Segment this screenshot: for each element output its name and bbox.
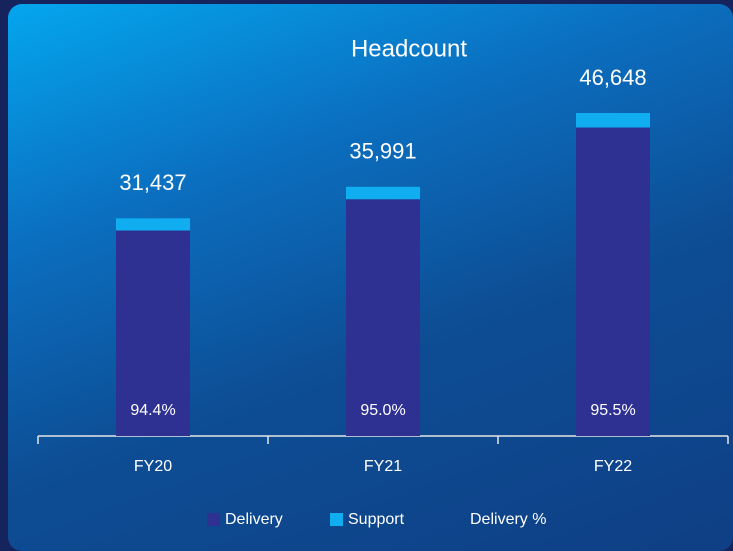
value-label: 95.5% bbox=[590, 402, 635, 419]
value-label: 95.0% bbox=[360, 402, 405, 419]
bar-segment bbox=[576, 113, 650, 128]
chart-panel: Headcount FY20 31,437 94.4% FY21 35,991 95.0%… bbox=[8, 4, 733, 551]
bar-segment bbox=[346, 199, 420, 436]
total-label: 31,437 bbox=[119, 170, 186, 195]
bar-segment bbox=[346, 186, 420, 200]
x-tick-label: FY22 bbox=[594, 458, 632, 475]
legend-label: Delivery % bbox=[470, 511, 546, 528]
legend-label: Delivery bbox=[225, 511, 283, 528]
x-tick-label: FY20 bbox=[134, 458, 172, 475]
total-label: 35,991 bbox=[349, 139, 416, 164]
bar-segment bbox=[576, 127, 650, 437]
chart: Headcount FY20 31,437 94.4% FY21 35,991 95.0%… bbox=[37, 35, 729, 528]
legend-swatch bbox=[330, 513, 343, 526]
bar-segment bbox=[116, 218, 190, 231]
legend-swatch bbox=[207, 513, 220, 526]
x-tick-label: FY21 bbox=[364, 458, 402, 475]
bar-segment bbox=[116, 230, 190, 436]
value-label: 94.4% bbox=[130, 402, 175, 419]
legend-label: Support bbox=[348, 511, 405, 528]
total-label: 46,648 bbox=[579, 65, 646, 90]
chart-title: Headcount bbox=[351, 35, 467, 62]
